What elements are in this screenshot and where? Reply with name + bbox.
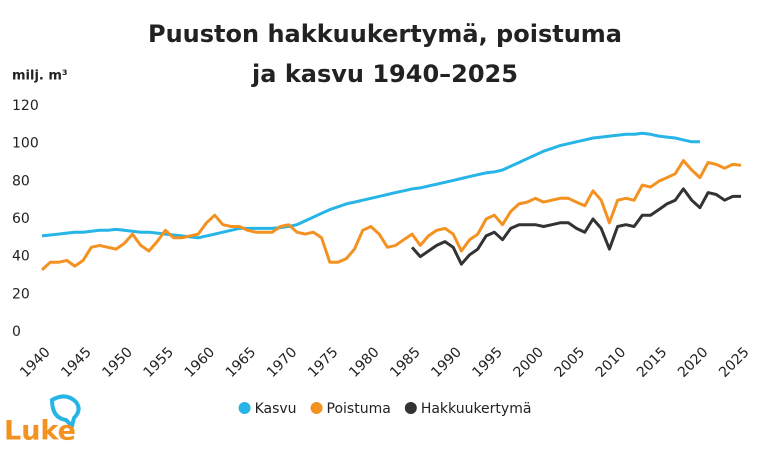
y-tick-label: 80 [12, 173, 30, 189]
x-tick-label: 2000 [511, 344, 548, 381]
y-tick-label: 0 [12, 324, 21, 340]
x-tick-label: 1985 [387, 344, 424, 381]
logo-text: Luke [4, 416, 76, 447]
x-tick-label: 2005 [552, 344, 589, 381]
legend-marker [404, 402, 417, 414]
chart-title: Puuston hakkuukertymä, poistuma [148, 20, 622, 48]
y-axis-label: milj. m³ [12, 69, 68, 84]
series-line [41, 131, 700, 240]
x-tick-label: 2010 [593, 344, 630, 381]
x-tick-label: 2020 [675, 344, 712, 381]
y-tick-label: 100 [12, 136, 39, 152]
x-tick-label: 1940 [17, 344, 54, 381]
legend-marker [310, 402, 323, 414]
series-line [40, 159, 742, 272]
x-tick-label: 1975 [305, 344, 342, 381]
legend-marker [238, 402, 251, 414]
y-tick-label: 40 [12, 249, 30, 265]
x-tick-label: 2025 [716, 344, 753, 381]
series-line [410, 187, 741, 266]
y-tick-label: 60 [12, 211, 30, 227]
chart-title: ja kasvu 1940–2025 [251, 60, 518, 88]
legend-label: Kasvu [255, 401, 297, 417]
x-tick-label: 1950 [99, 344, 136, 381]
x-tick-label: 1960 [182, 344, 219, 381]
y-tick-label: 20 [12, 286, 30, 302]
x-tick-label: 1980 [346, 344, 383, 381]
x-tick-label: 1990 [428, 344, 465, 381]
x-tick-label: 1970 [264, 344, 301, 381]
x-tick-label: 1965 [223, 344, 260, 381]
legend-label: Hakkuukertymä [421, 401, 532, 417]
x-tick-label: 1995 [469, 344, 506, 381]
y-tick-label: 120 [12, 98, 39, 114]
logo-icon [49, 394, 81, 430]
x-tick-label: 1955 [140, 344, 177, 381]
legend-label: Poistuma [327, 401, 391, 417]
x-tick-label: 1945 [58, 344, 95, 381]
x-tick-label: 2015 [634, 344, 671, 381]
